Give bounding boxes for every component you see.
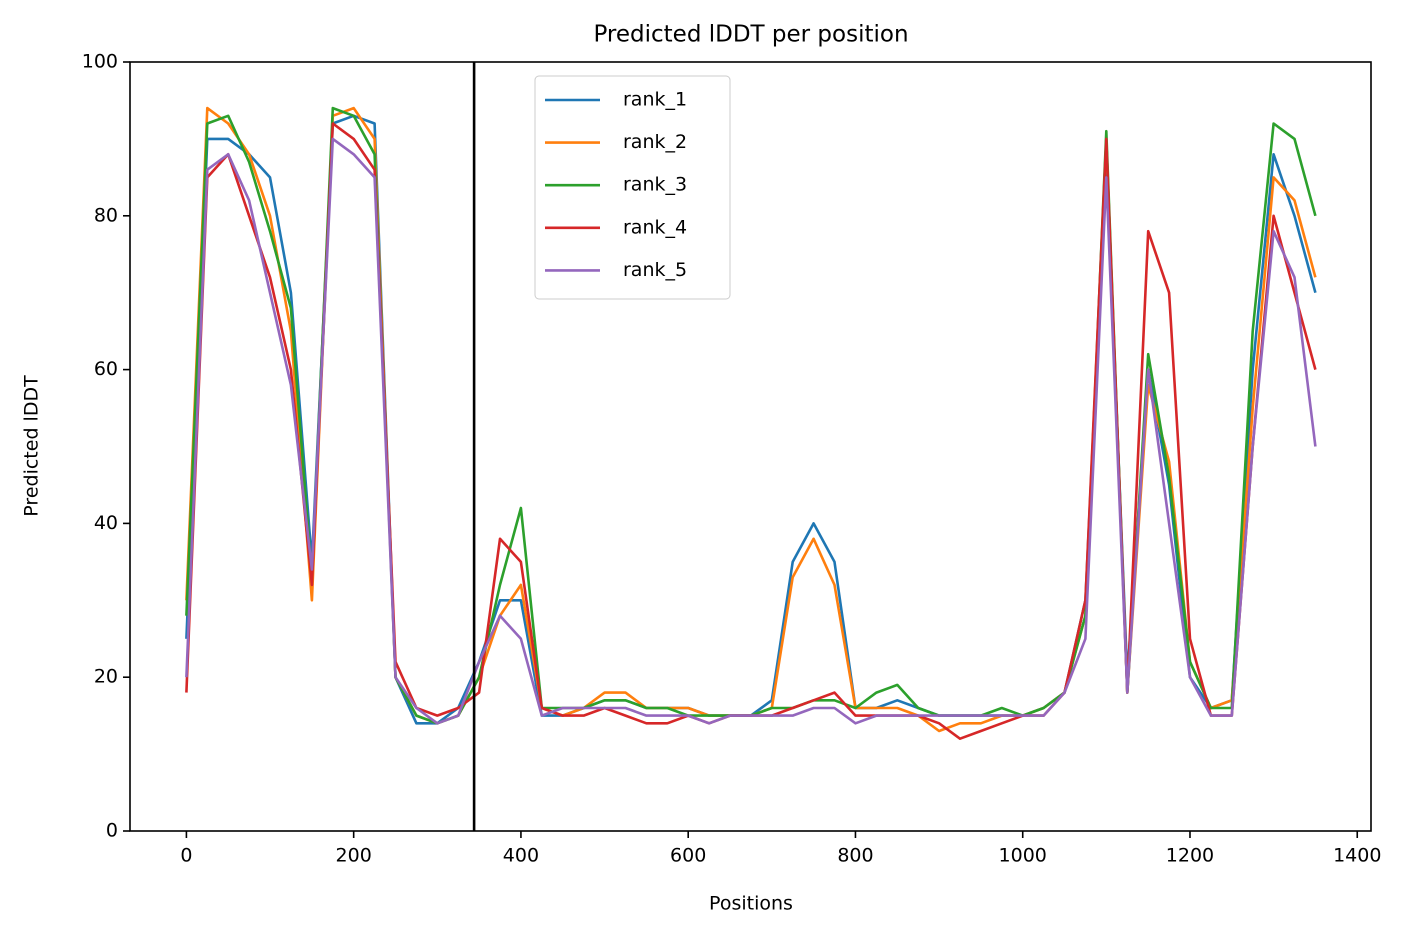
x-tick-label: 400: [503, 845, 539, 867]
axes-frame: [129, 61, 1372, 832]
x-axis-label: Positions: [709, 893, 793, 915]
legend-label: rank_1: [623, 89, 687, 111]
x-tick-label: 1200: [1166, 845, 1214, 867]
x-tick-label: 0: [180, 845, 192, 867]
y-tick-label: 0: [106, 820, 118, 842]
x-tick-label: 1400: [1333, 845, 1381, 867]
y-axis-label: Predicted lDDT: [21, 375, 43, 517]
x-tick-label: 600: [670, 845, 706, 867]
legend-box: [534, 75, 731, 300]
legend-label: rank_4: [623, 216, 687, 238]
x-tick-label: 1000: [999, 845, 1047, 867]
x-tick-label: 800: [837, 845, 873, 867]
legend-label: rank_5: [623, 259, 687, 281]
legend-label: rank_2: [623, 131, 687, 153]
y-tick-label: 60: [94, 358, 118, 380]
y-tick-label: 20: [94, 666, 118, 688]
x-tick-label: 200: [336, 845, 372, 867]
legend-label: rank_3: [623, 174, 687, 196]
y-tick-label: 80: [94, 204, 118, 226]
series-line: [185, 137, 1317, 725]
chart-title: Predicted lDDT per position: [593, 22, 908, 48]
y-tick-label: 100: [82, 51, 118, 73]
y-tick-label: 40: [94, 512, 118, 534]
